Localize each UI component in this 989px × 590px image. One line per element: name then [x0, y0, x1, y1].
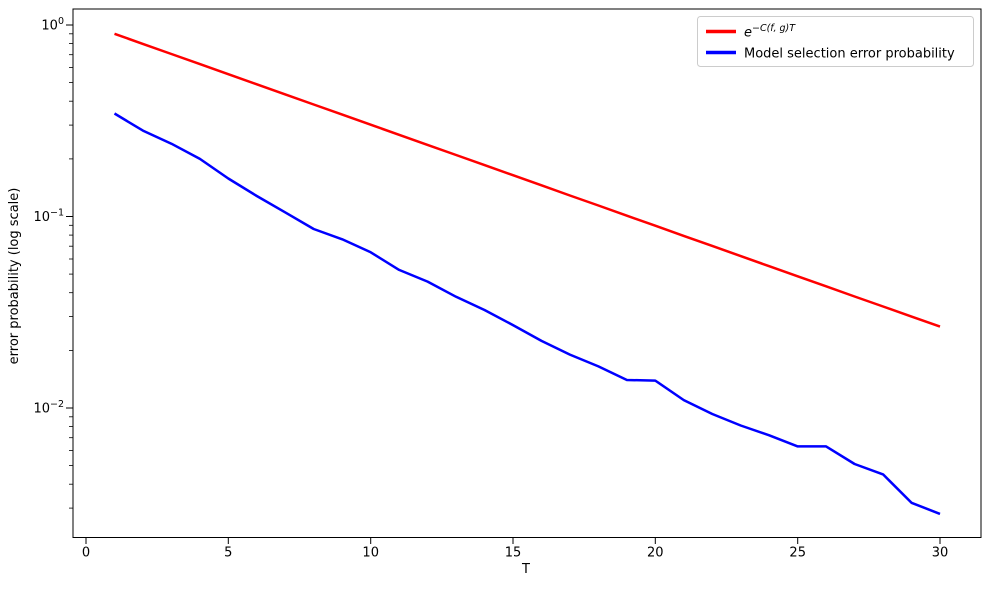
- x-axis-label: T: [521, 562, 530, 577]
- legend-label-model-selection: Model selection error probability: [744, 47, 955, 62]
- x-tick-label: 10: [362, 546, 379, 561]
- x-tick-label: 30: [932, 546, 949, 561]
- y-axis-label: error probability (log scale): [7, 188, 22, 365]
- axis-ticks: 0 5 10 15 20 25 30 100 10−1 10−2: [33, 16, 948, 561]
- y-tick-label: 10−2: [33, 399, 64, 417]
- legend-box: [697, 16, 974, 67]
- axes-frame: [72, 8, 982, 538]
- y-tick-label: 100: [41, 16, 64, 34]
- y-tick-label: 10−1: [33, 208, 64, 226]
- x-tick-label: 0: [82, 546, 90, 561]
- series-line-model-selection-error: [113, 112, 941, 516]
- x-tick-label: 15: [505, 546, 522, 561]
- x-tick-label: 20: [647, 546, 664, 561]
- legend: e−C(f, g)T Model selection error probabi…: [697, 16, 974, 67]
- x-tick-label: 25: [789, 546, 806, 561]
- legend-label-exponential-bound: e−C(f, g)T: [744, 23, 796, 41]
- x-tick-label: 5: [224, 546, 232, 561]
- series-line-exponential-bound: [114, 32, 941, 328]
- plot-series: [113, 32, 941, 516]
- y-minor-ticks: [69, 33, 73, 509]
